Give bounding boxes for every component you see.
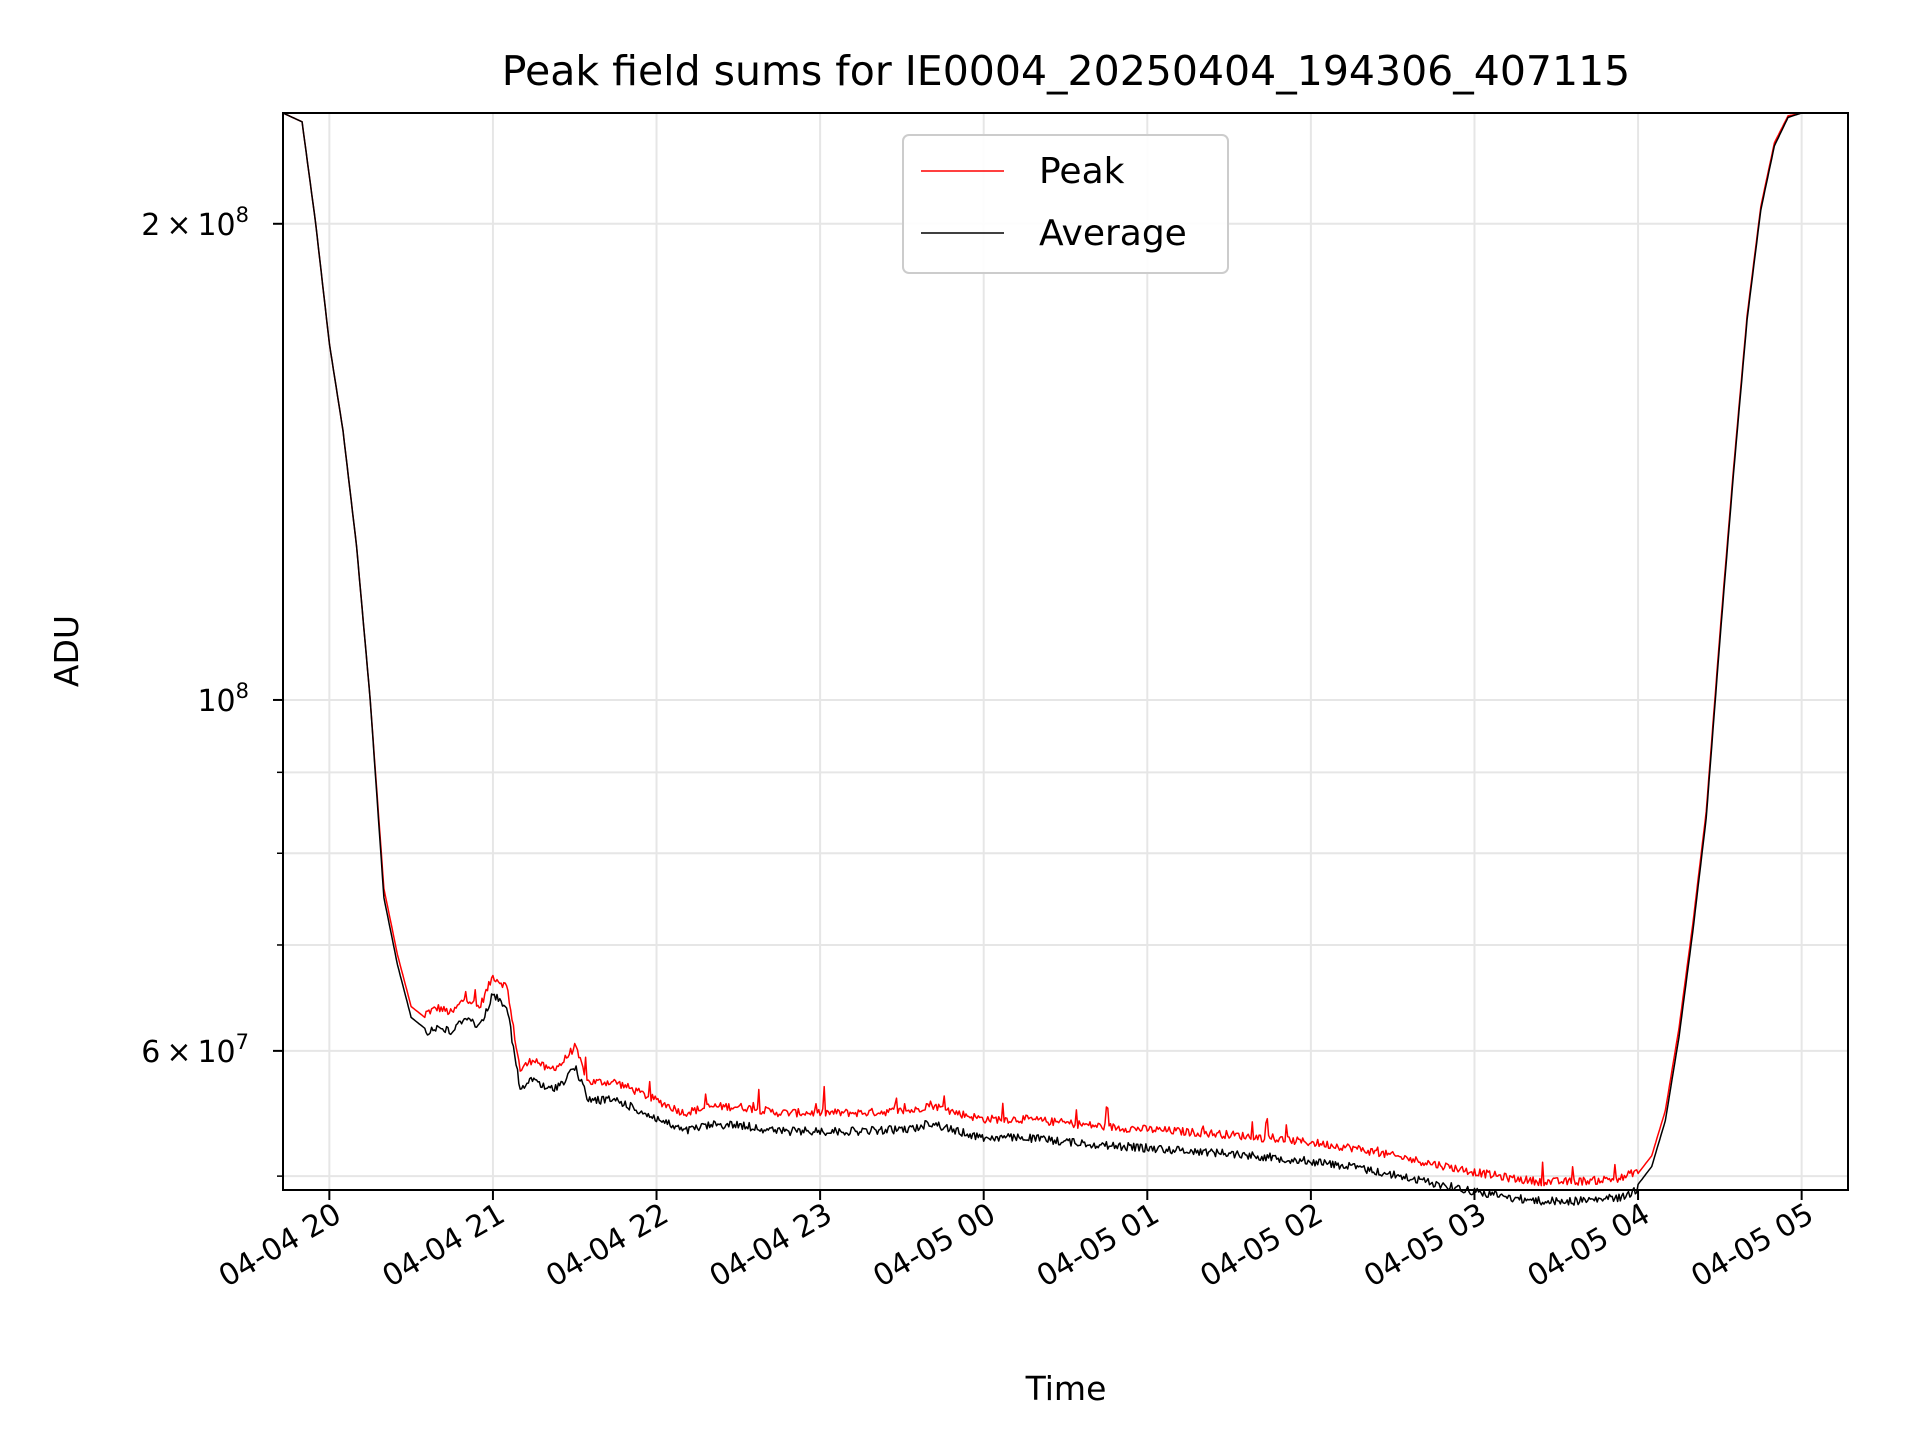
plot-frame (282, 112, 1849, 1191)
series-layer (282, 112, 1802, 1206)
y-axis: 2 × 108 108 6 × 107 (141, 203, 283, 1177)
y-tick-label: 108 (197, 679, 249, 719)
legend-label-average: Average (1039, 213, 1187, 254)
chart-title: Peak field sums for IE0004_20250404_1943… (502, 47, 1631, 95)
series-line-peak (282, 112, 1802, 1187)
legend: Peak Average (902, 134, 1229, 274)
y-axis-title: ADU (47, 615, 86, 687)
y-tick-label: 2 × 108 (141, 203, 249, 243)
series-line-average (282, 112, 1802, 1206)
legend-label-peak: Peak (1039, 151, 1125, 192)
x-axis-title: Time (1025, 1369, 1107, 1408)
legend-box (902, 134, 1229, 274)
y-tick-label: 6 × 107 (141, 1030, 249, 1070)
